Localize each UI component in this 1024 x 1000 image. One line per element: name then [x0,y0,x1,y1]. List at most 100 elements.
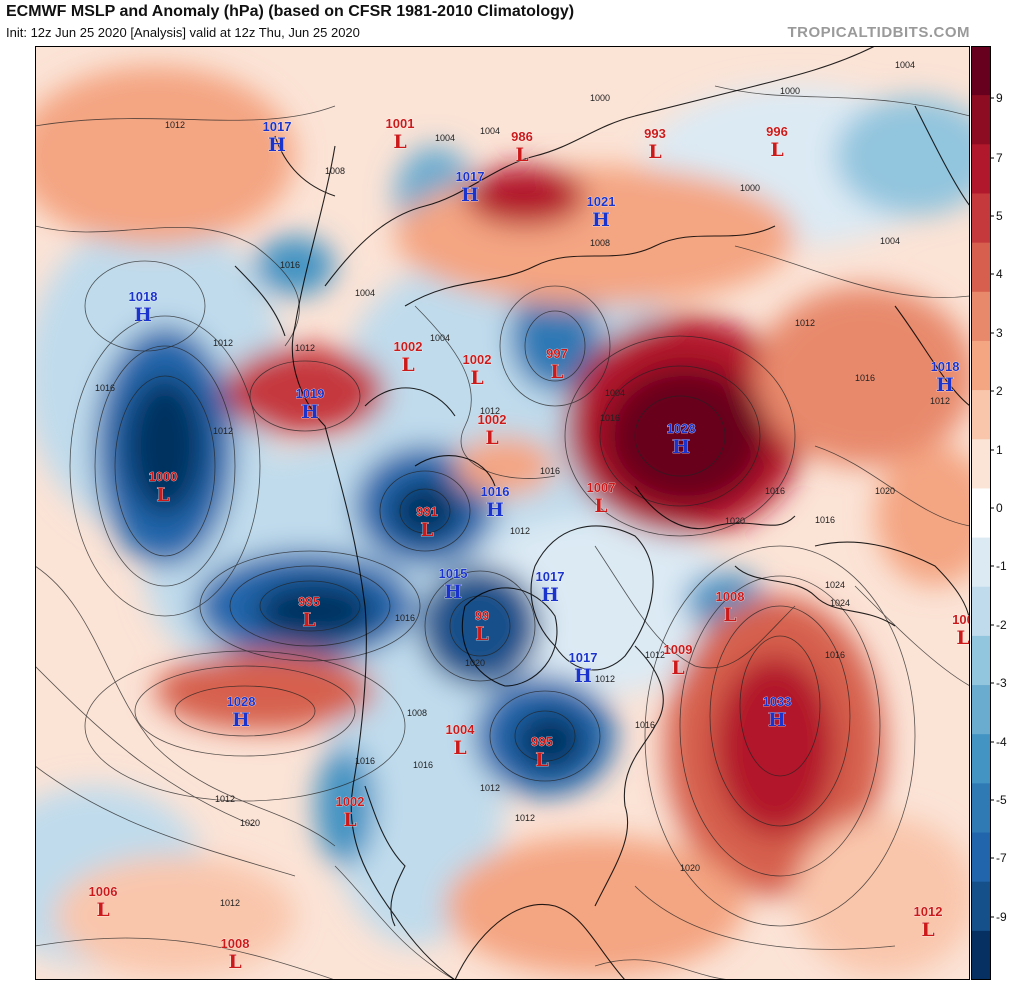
colorbar-swatch [971,685,991,735]
low-symbol: L [401,354,414,376]
isobar-label: 1012 [480,783,500,793]
isobar-label: 1016 [855,373,875,383]
pressure-value: 997 [546,346,568,361]
pressure-value: 1008 [716,589,745,604]
pressure-value: 100 [952,612,970,627]
colorbar-swatch [971,439,991,489]
high-symbol: H [574,665,592,687]
low-symbol: L [302,609,315,631]
low-symbol: L [956,627,969,649]
anomaly-colorbar: 9 7 5 4 3 2 1 0 -1 -2 -3 -4 -5 -7 -9 [971,46,1007,980]
isobar-label: 1004 [435,133,455,143]
high-symbol: H [134,304,152,326]
site-brand[interactable]: TROPICALTIDBITS.COM [787,24,970,41]
pressure-value: 993 [644,126,666,141]
low-symbol: L [515,144,528,166]
colorbar-swatch [971,930,991,980]
isobar-label: 1020 [680,863,700,873]
isobar-label: 1008 [325,166,345,176]
low-symbol: L [723,604,736,626]
pressure-value: 1007 [587,480,616,495]
colorbar-swatch [971,734,991,784]
pressure-value: 1018 [931,359,960,374]
high-symbol: H [232,709,250,731]
colorbar-swatch [971,242,991,293]
low-symbol: L [96,899,109,921]
anomaly-field [35,66,970,976]
colorbar-swatch [971,586,991,637]
low-symbol: L [393,131,406,153]
high-symbol: H [444,581,462,603]
colorbar-swatch [971,144,991,194]
pressure-value: 991 [416,504,438,519]
isobar-label: 1008 [590,238,610,248]
pressure-value: 99 [475,608,489,623]
colorbar-label: 0 [996,501,1003,515]
pressure-value: 1017 [456,169,485,184]
isobar-value-labels: 1004 1000 1012 1004 1000 1000 1008 1004 1008 1004… [95,60,950,908]
isobar-label: 1020 [240,818,260,828]
isobar-label: 1004 [895,60,915,70]
low-pressure-center: 99L [474,608,489,646]
colorbar-swatch [971,537,991,588]
low-symbol: L [228,951,241,973]
isobar-label: 1004 [480,126,500,136]
isobar-label: 1012 [645,650,665,660]
isobar-label: 1008 [407,708,427,718]
colorbar-label: 2 [996,384,1003,398]
high-symbol: H [936,374,954,396]
isobar-label: 1012 [930,396,950,406]
isobar-label: 1016 [600,413,620,423]
isobar-label: 1004 [880,236,900,246]
isobar-label: 1016 [355,756,375,766]
isobar-label: 1016 [280,260,300,270]
pressure-value: 1017 [263,119,292,134]
coastlines [234,46,970,980]
colorbar-label: -3 [996,676,1007,690]
low-symbol: L [470,367,483,389]
pressure-value: 1004 [446,722,476,737]
low-symbol: L [648,141,661,163]
low-symbol: L [420,519,433,541]
isobar-label: 1016 [815,515,835,525]
isobar-label: 1004 [430,333,450,343]
isobar-label: 1000 [780,86,800,96]
pressure-value: 1012 [914,904,943,919]
colorbar-label: 3 [996,326,1003,340]
isobar-label: 1012 [295,343,315,353]
colorbar-label: -1 [996,559,1007,573]
isobar-label: 1012 [515,813,535,823]
colorbar-label: -7 [996,851,1007,865]
colorbar-label: -5 [996,793,1007,807]
isobar-label: 1012 [480,406,500,416]
colorbar-label: 9 [996,91,1003,105]
low-symbol: L [343,809,356,831]
low-symbol: L [921,919,934,941]
high-symbol: H [301,401,319,423]
pressure-value: 1000 [149,469,178,484]
colorbar-swatch [971,832,991,883]
pressure-value: 1028 [667,421,696,436]
colorbar-swatch [971,46,991,96]
isobar-label: 1020 [465,658,485,668]
low-symbol: L [594,495,607,517]
colorbar-swatch [971,340,991,391]
